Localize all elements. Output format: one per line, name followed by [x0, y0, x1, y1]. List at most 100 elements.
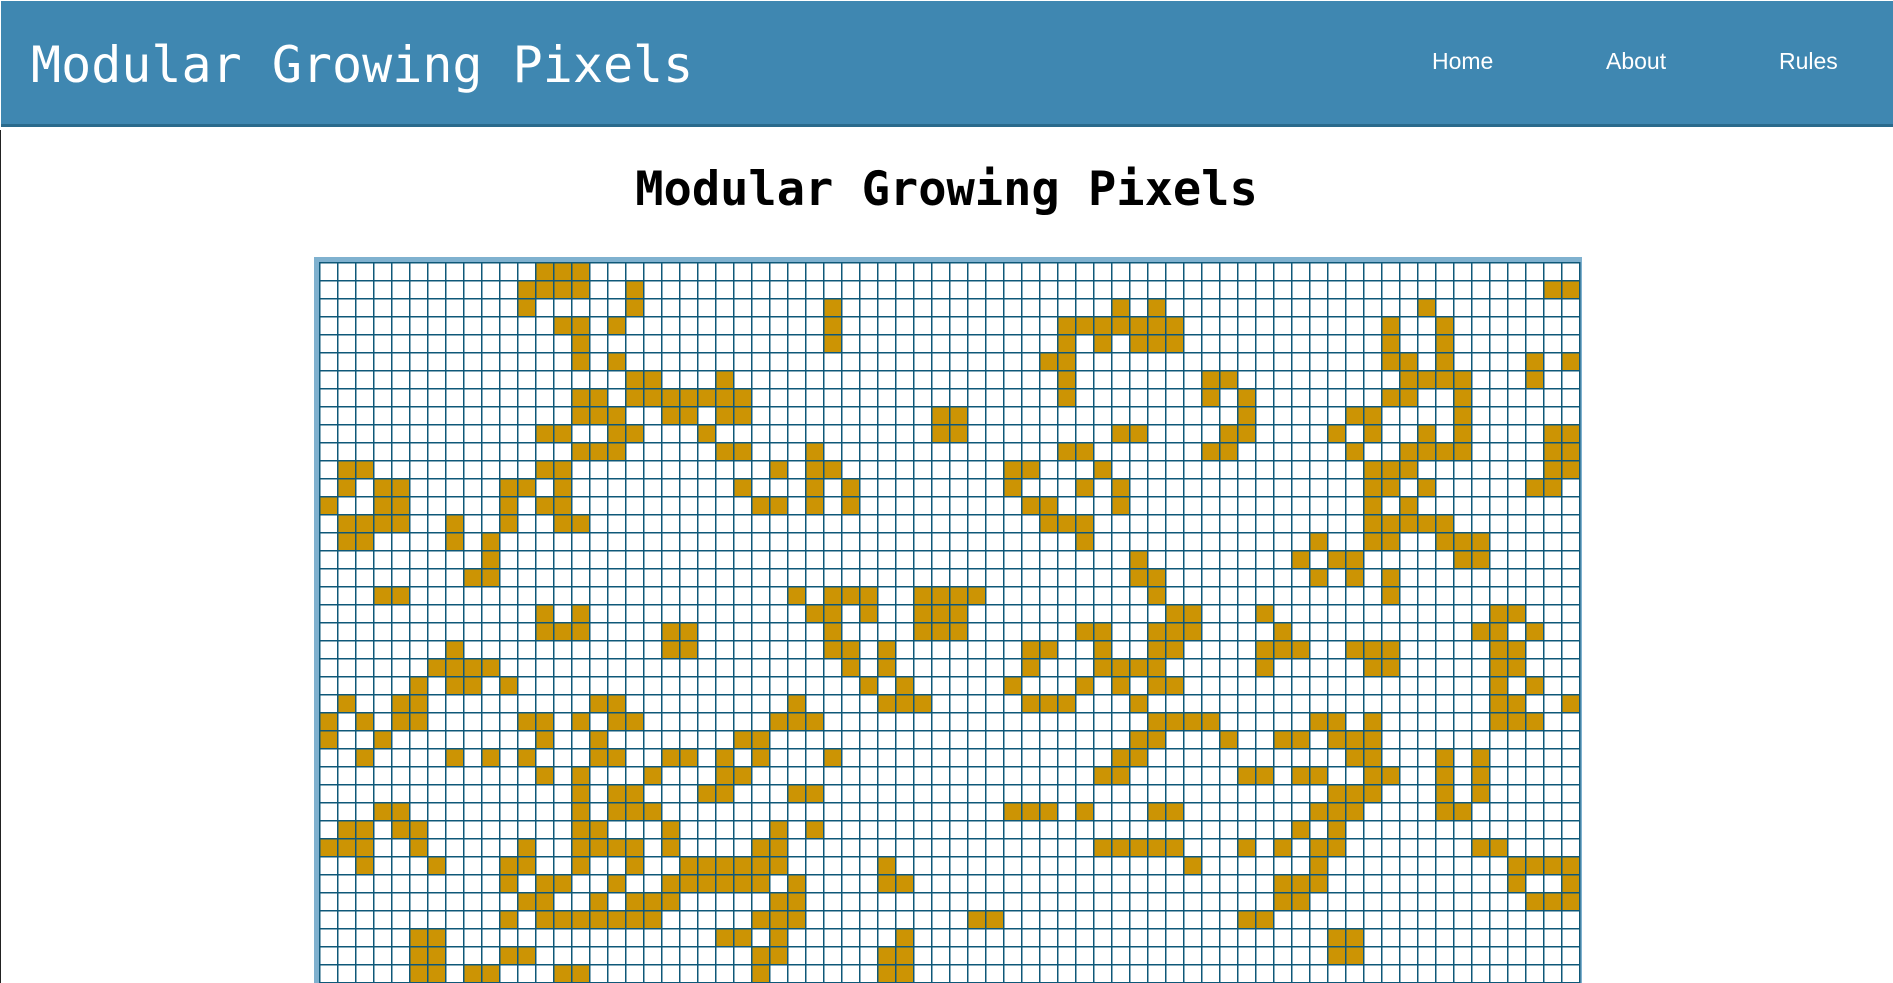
grid-cell-filled[interactable] — [734, 443, 752, 461]
grid-cell[interactable] — [1094, 515, 1112, 533]
grid-cell[interactable] — [1346, 317, 1364, 335]
grid-cell[interactable] — [518, 371, 536, 389]
grid-cell-filled[interactable] — [428, 929, 446, 947]
grid-cell[interactable] — [1130, 461, 1148, 479]
grid-cell[interactable] — [1274, 857, 1292, 875]
grid-cell[interactable] — [698, 263, 716, 281]
grid-cell-filled[interactable] — [1076, 515, 1094, 533]
grid-cell[interactable] — [464, 497, 482, 515]
grid-cell[interactable] — [968, 857, 986, 875]
grid-cell-filled[interactable] — [842, 641, 860, 659]
grid-cell[interactable] — [1364, 281, 1382, 299]
grid-cell[interactable] — [644, 443, 662, 461]
grid-cell[interactable] — [338, 407, 356, 425]
grid-cell[interactable] — [1148, 551, 1166, 569]
grid-cell-filled[interactable] — [410, 839, 428, 857]
grid-cell[interactable] — [1472, 515, 1490, 533]
grid-cell[interactable] — [752, 569, 770, 587]
grid-cell[interactable] — [1238, 947, 1256, 965]
grid-cell[interactable] — [464, 839, 482, 857]
grid-cell[interactable] — [446, 893, 464, 911]
grid-cell[interactable] — [1094, 353, 1112, 371]
grid-cell[interactable] — [932, 803, 950, 821]
grid-cell[interactable] — [1202, 893, 1220, 911]
grid-cell[interactable] — [554, 803, 572, 821]
grid-cell[interactable] — [1112, 695, 1130, 713]
grid-cell-filled[interactable] — [1166, 623, 1184, 641]
grid-cell-filled[interactable] — [752, 947, 770, 965]
grid-cell[interactable] — [878, 893, 896, 911]
grid-cell[interactable] — [788, 839, 806, 857]
grid-cell[interactable] — [842, 281, 860, 299]
grid-cell[interactable] — [752, 803, 770, 821]
grid-cell[interactable] — [968, 317, 986, 335]
grid-cell[interactable] — [1112, 533, 1130, 551]
grid-cell[interactable] — [464, 695, 482, 713]
grid-cell[interactable] — [1058, 479, 1076, 497]
grid-cell[interactable] — [1418, 317, 1436, 335]
grid-cell[interactable] — [788, 857, 806, 875]
grid-cell-filled[interactable] — [608, 425, 626, 443]
grid-cell[interactable] — [680, 929, 698, 947]
grid-cell[interactable] — [644, 587, 662, 605]
grid-cell[interactable] — [464, 605, 482, 623]
grid-cell[interactable] — [1562, 731, 1580, 749]
grid-cell[interactable] — [1364, 569, 1382, 587]
grid-cell[interactable] — [1382, 785, 1400, 803]
grid-cell[interactable] — [1310, 353, 1328, 371]
grid-cell[interactable] — [338, 677, 356, 695]
grid-cell-filled[interactable] — [356, 461, 374, 479]
grid-cell[interactable] — [356, 965, 374, 983]
grid-cell[interactable] — [1292, 263, 1310, 281]
grid-cell[interactable] — [770, 695, 788, 713]
grid-cell[interactable] — [554, 929, 572, 947]
grid-cell[interactable] — [1094, 875, 1112, 893]
grid-cell[interactable] — [644, 551, 662, 569]
grid-cell[interactable] — [464, 785, 482, 803]
grid-cell[interactable] — [644, 461, 662, 479]
grid-cell-filled[interactable] — [824, 299, 842, 317]
grid-cell[interactable] — [968, 425, 986, 443]
grid-cell[interactable] — [1544, 731, 1562, 749]
grid-cell-filled[interactable] — [626, 857, 644, 875]
grid-cell[interactable] — [680, 587, 698, 605]
grid-cell-filled[interactable] — [1346, 929, 1364, 947]
grid-cell[interactable] — [896, 461, 914, 479]
grid-cell[interactable] — [950, 731, 968, 749]
grid-cell-filled[interactable] — [1220, 371, 1238, 389]
grid-cell[interactable] — [1076, 641, 1094, 659]
grid-cell[interactable] — [752, 695, 770, 713]
grid-cell[interactable] — [1472, 425, 1490, 443]
grid-cell-filled[interactable] — [716, 371, 734, 389]
grid-cell-filled[interactable] — [770, 821, 788, 839]
grid-cell[interactable] — [320, 623, 338, 641]
grid-cell-filled[interactable] — [824, 641, 842, 659]
grid-cell-filled[interactable] — [608, 713, 626, 731]
grid-cell[interactable] — [1022, 479, 1040, 497]
grid-cell[interactable] — [716, 317, 734, 335]
grid-cell-filled[interactable] — [1508, 875, 1526, 893]
grid-cell[interactable] — [392, 947, 410, 965]
grid-cell[interactable] — [860, 965, 878, 983]
grid-cell[interactable] — [896, 371, 914, 389]
grid-cell[interactable] — [536, 371, 554, 389]
grid-cell[interactable] — [1346, 839, 1364, 857]
grid-cell-filled[interactable] — [842, 659, 860, 677]
grid-cell[interactable] — [1076, 893, 1094, 911]
grid-cell[interactable] — [608, 947, 626, 965]
grid-cell[interactable] — [1472, 857, 1490, 875]
grid-cell[interactable] — [1022, 425, 1040, 443]
grid-cell-filled[interactable] — [590, 443, 608, 461]
grid-cell[interactable] — [1256, 749, 1274, 767]
grid-cell[interactable] — [698, 443, 716, 461]
grid-cell-filled[interactable] — [1112, 659, 1130, 677]
grid-cell-filled[interactable] — [1112, 425, 1130, 443]
grid-cell[interactable] — [428, 767, 446, 785]
grid-cell[interactable] — [1112, 353, 1130, 371]
grid-cell[interactable] — [752, 587, 770, 605]
grid-cell[interactable] — [1472, 389, 1490, 407]
grid-cell[interactable] — [1112, 587, 1130, 605]
grid-cell[interactable] — [446, 695, 464, 713]
grid-cell[interactable] — [932, 533, 950, 551]
grid-cell[interactable] — [1202, 875, 1220, 893]
